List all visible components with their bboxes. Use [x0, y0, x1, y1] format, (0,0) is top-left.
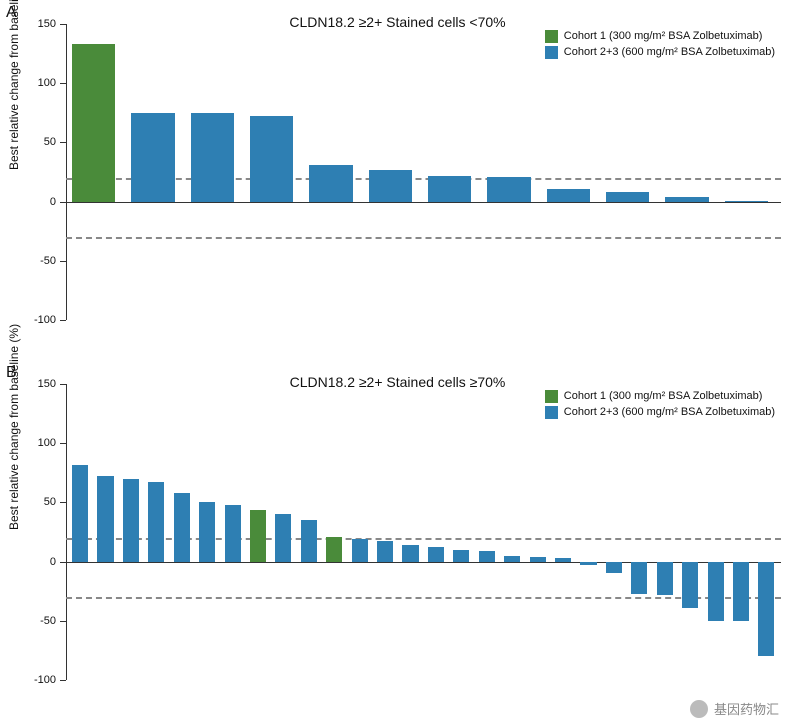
bar: [250, 24, 293, 320]
ytick-label: 150: [26, 18, 56, 30]
y-axis-label-a: Best relative change from baseline (%): [7, 0, 21, 170]
bar: [275, 384, 291, 680]
bar: [123, 384, 139, 680]
bar: [504, 384, 520, 680]
bar: [199, 384, 215, 680]
ytick-label: 50: [26, 136, 56, 148]
bar: [580, 384, 596, 680]
ytick-label: -100: [26, 674, 56, 686]
ytick-label: -50: [26, 615, 56, 627]
ytick-label: 100: [26, 437, 56, 449]
watermark: 基因药物汇: [690, 699, 779, 718]
watermark-text: 基因药物汇: [714, 699, 779, 718]
bar: [487, 24, 530, 320]
bar: [758, 384, 774, 680]
bar: [72, 24, 115, 320]
bar: [631, 384, 647, 680]
bar: [657, 384, 673, 680]
bar: [326, 384, 342, 680]
bar: [352, 384, 368, 680]
bar: [547, 24, 590, 320]
bar: [479, 384, 495, 680]
bar: [428, 384, 444, 680]
bar: [402, 384, 418, 680]
bar: [301, 384, 317, 680]
bar: [225, 384, 241, 680]
ytick-label: 150: [26, 378, 56, 390]
ytick-label: 0: [26, 196, 56, 208]
bar: [725, 24, 768, 320]
bar: [369, 24, 412, 320]
bar: [131, 24, 174, 320]
bar: [453, 384, 469, 680]
bar: [428, 24, 471, 320]
bar: [606, 384, 622, 680]
bar: [148, 384, 164, 680]
bar: [682, 384, 698, 680]
bar: [708, 384, 724, 680]
bar: [72, 384, 88, 680]
bar: [530, 384, 546, 680]
bar: [191, 24, 234, 320]
bar: [250, 384, 266, 680]
ytick-label: 50: [26, 496, 56, 508]
panel-b: B CLDN18.2 ≥2+ Stained cells ≥70% Cohort…: [0, 360, 795, 700]
ytick-label: 100: [26, 77, 56, 89]
bar: [377, 384, 393, 680]
bar: [309, 24, 352, 320]
bar: [174, 384, 190, 680]
bar: [606, 24, 649, 320]
watermark-icon: [690, 700, 708, 718]
y-axis-label-b: Best relative change from baseline (%): [7, 324, 21, 530]
panel-a: A CLDN18.2 ≥2+ Stained cells <70% Cohort…: [0, 0, 795, 340]
bar: [555, 384, 571, 680]
bar: [97, 384, 113, 680]
ytick-label: 0: [26, 556, 56, 568]
plot-a: -100-50050100150: [66, 24, 781, 320]
ytick-label: -100: [26, 314, 56, 326]
ytick-label: -50: [26, 255, 56, 267]
figure-root: A CLDN18.2 ≥2+ Stained cells <70% Cohort…: [0, 0, 795, 724]
bar: [665, 24, 708, 320]
bar: [733, 384, 749, 680]
plot-b: -100-50050100150: [66, 384, 781, 680]
